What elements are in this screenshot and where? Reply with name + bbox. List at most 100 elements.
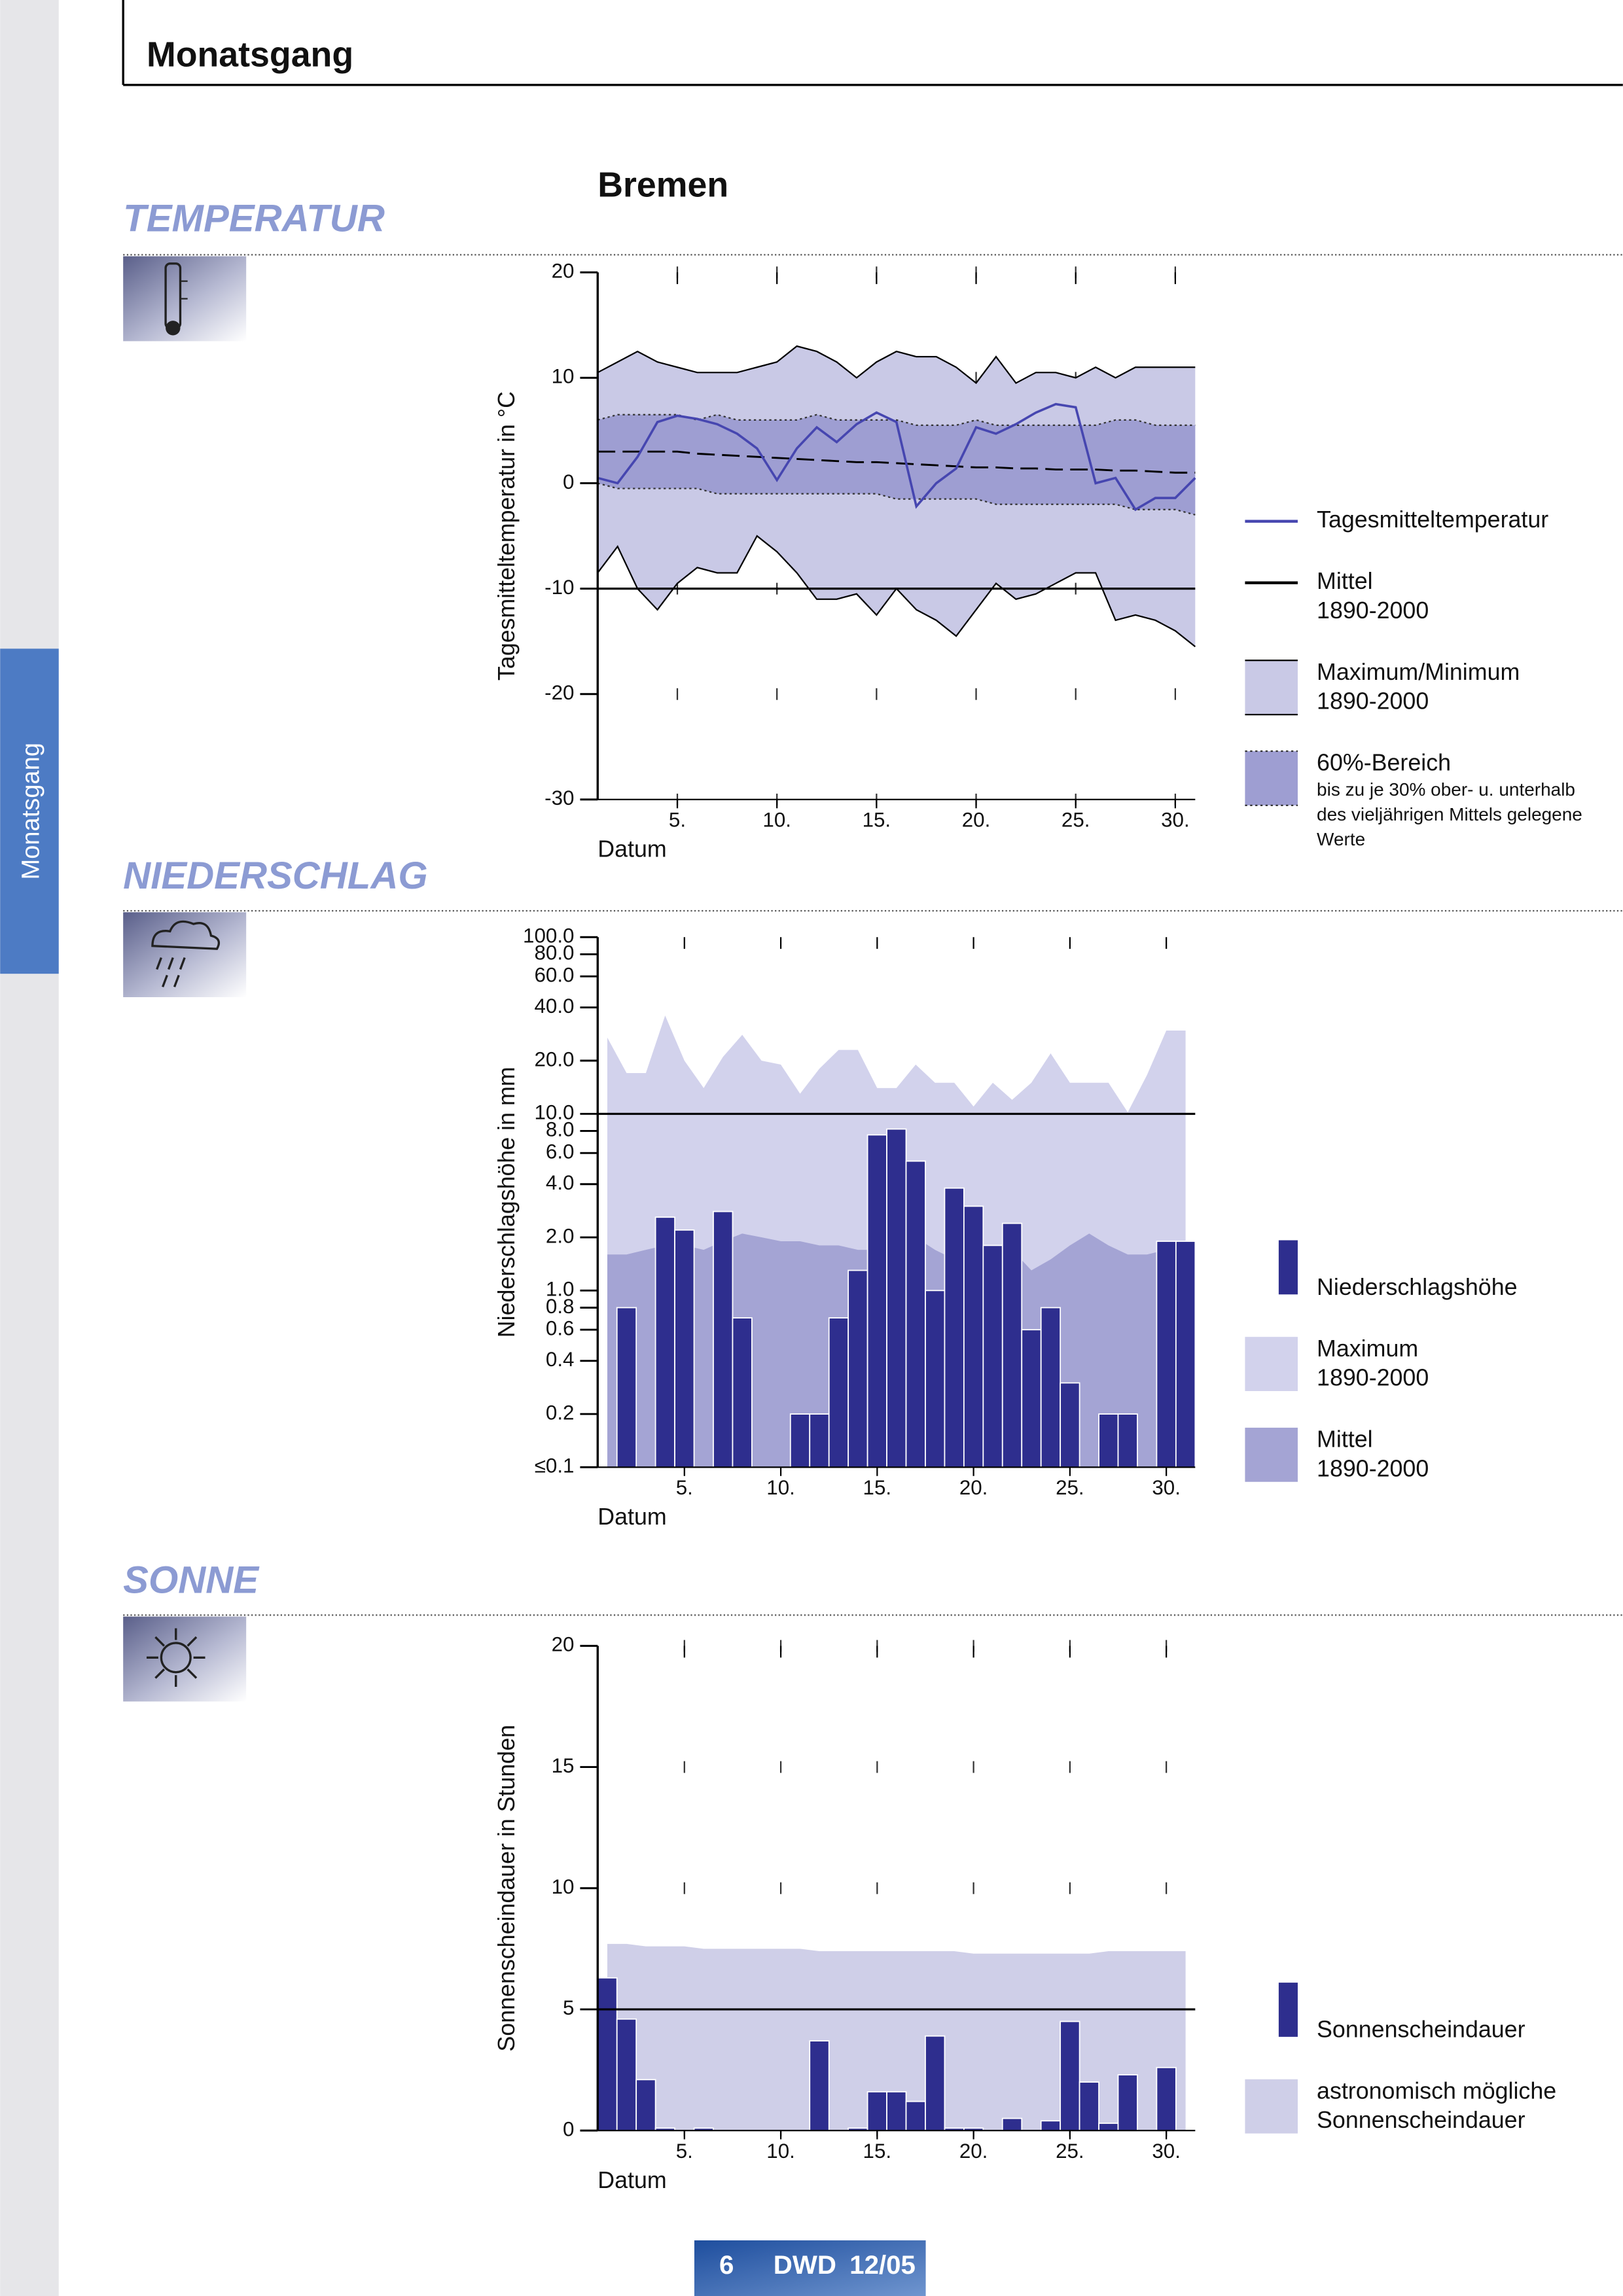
side-tab bbox=[0, 648, 59, 974]
bar bbox=[1117, 2074, 1138, 2132]
x-tick-label: 15. bbox=[863, 2140, 892, 2163]
bar bbox=[713, 1210, 734, 1468]
y-tick-label: 1.0 bbox=[546, 1278, 575, 1301]
bar bbox=[654, 1216, 675, 1468]
section-title: SONNE bbox=[123, 1559, 260, 1602]
bar bbox=[1098, 2123, 1119, 2132]
bar bbox=[1060, 2021, 1080, 2132]
footer: 6 DWD 12/05 bbox=[694, 2240, 926, 2296]
legend-symbol bbox=[1245, 1337, 1298, 1391]
y-tick-label: 5 bbox=[563, 1996, 574, 2019]
y-tick-label: 10.0 bbox=[534, 1101, 574, 1124]
bar bbox=[944, 1187, 965, 1468]
bar bbox=[616, 1307, 637, 1468]
y-tick-label: -30 bbox=[544, 786, 574, 809]
x-tick-label: 20. bbox=[959, 1476, 988, 1499]
bar bbox=[1001, 2117, 1023, 2132]
y-tick-label: 8.0 bbox=[546, 1118, 575, 1141]
bar bbox=[925, 1290, 946, 1468]
bar bbox=[732, 1317, 753, 1468]
legend-symbol bbox=[1245, 1427, 1298, 1482]
bar bbox=[1117, 1413, 1138, 1468]
bar bbox=[1001, 1222, 1023, 1468]
legend-note: 1890-2000 bbox=[1317, 688, 1429, 715]
y-axis-label: Tagesmitteltemperatur in °C bbox=[493, 391, 520, 680]
x-tick-label: 15. bbox=[863, 1476, 892, 1499]
x-tick-label: 5. bbox=[676, 2140, 693, 2163]
x-tick-label: 5. bbox=[676, 1476, 693, 1499]
x-tick-label: 25. bbox=[1061, 809, 1090, 832]
legend-label: Mittel bbox=[1317, 568, 1373, 594]
x-axis-label: Datum bbox=[597, 836, 666, 862]
bar bbox=[1040, 1307, 1061, 1468]
bar bbox=[597, 1977, 618, 2132]
bar bbox=[886, 1128, 907, 1468]
bar bbox=[789, 1413, 811, 1468]
y-tick-label: 80.0 bbox=[534, 942, 574, 964]
legend-label: Maximum bbox=[1317, 1335, 1418, 1362]
x-tick-label: 30. bbox=[1152, 1476, 1181, 1499]
legend-label: 60%-Bereich bbox=[1317, 750, 1451, 776]
y-tick-label: 15 bbox=[552, 1754, 575, 1777]
bar bbox=[674, 1229, 695, 1468]
y-tick-label: 20 bbox=[552, 1633, 575, 1656]
bar bbox=[1156, 1241, 1177, 1468]
y-axis-label: Niederschlagshöhe in mm bbox=[493, 1067, 520, 1337]
bar bbox=[1060, 1382, 1080, 1468]
x-tick-label: 25. bbox=[1056, 1476, 1084, 1499]
bar bbox=[809, 1413, 830, 1468]
rain-icon bbox=[123, 912, 247, 997]
legend-note: bis zu je 30% ober- u. unterhalb bbox=[1317, 779, 1575, 800]
legend-symbol bbox=[1245, 660, 1298, 715]
footer-box bbox=[694, 2240, 926, 2296]
y-tick-label: 0.8 bbox=[546, 1295, 575, 1318]
bar bbox=[886, 2091, 907, 2132]
y-tick-label: 20.0 bbox=[534, 1048, 574, 1070]
x-tick-label: 25. bbox=[1056, 2140, 1084, 2163]
bar bbox=[866, 1134, 887, 1468]
legend-label: Maximum/Minimum bbox=[1317, 659, 1520, 685]
band-upper-edge bbox=[597, 345, 1196, 385]
bar bbox=[1040, 2120, 1061, 2132]
x-tick-label: 10. bbox=[766, 1476, 795, 1499]
y-tick-label: 0.6 bbox=[546, 1317, 575, 1340]
bar bbox=[1156, 2066, 1177, 2132]
x-tick-label: 15. bbox=[863, 809, 891, 832]
line bbox=[597, 450, 1196, 474]
y-tick-label: 4.0 bbox=[546, 1171, 575, 1194]
side-strip bbox=[0, 0, 59, 2296]
bar bbox=[1079, 2081, 1099, 2132]
bar bbox=[635, 2079, 656, 2132]
y-tick-label: 0.2 bbox=[546, 1401, 575, 1424]
y-tick-label: 20 bbox=[552, 260, 575, 283]
bar bbox=[1098, 1413, 1119, 1468]
y-tick-label: 0.4 bbox=[546, 1348, 575, 1371]
thermometer-icon bbox=[123, 256, 247, 342]
sun-icon bbox=[123, 1616, 247, 1702]
page-header: Monatsgang bbox=[147, 35, 353, 74]
page-number: 6 bbox=[719, 2250, 734, 2280]
y-tick-label: 40.0 bbox=[534, 995, 574, 1017]
bar bbox=[828, 1317, 849, 1468]
area bbox=[607, 1943, 1186, 2131]
y-tick-label: 0 bbox=[563, 2117, 574, 2140]
side-tab-label: Monatsgang bbox=[17, 743, 45, 879]
legend-note: Sonnenscheindauer bbox=[1317, 2107, 1525, 2133]
legend-symbol bbox=[1278, 1983, 1298, 2037]
y-tick-label: 10 bbox=[552, 365, 575, 388]
legend-label: Tagesmitteltemperatur bbox=[1317, 506, 1548, 533]
y-tick-label: ≤0.1 bbox=[535, 1455, 575, 1477]
legend-note: 1890-2000 bbox=[1317, 1365, 1429, 1391]
bar bbox=[963, 1205, 984, 1468]
bar bbox=[982, 1245, 1003, 1468]
y-tick-label: 2.0 bbox=[546, 1224, 575, 1247]
legend-note: 1890-2000 bbox=[1317, 1455, 1429, 1481]
legend-note: Werte bbox=[1317, 829, 1365, 849]
y-tick-label: 60.0 bbox=[534, 963, 574, 986]
y-tick-label: 10 bbox=[552, 1875, 575, 1898]
y-tick-label: 100.0 bbox=[523, 925, 574, 947]
x-axis-label: Datum bbox=[597, 1504, 666, 1530]
bar bbox=[847, 1269, 868, 1468]
section-title: TEMPERATUR bbox=[123, 197, 385, 239]
